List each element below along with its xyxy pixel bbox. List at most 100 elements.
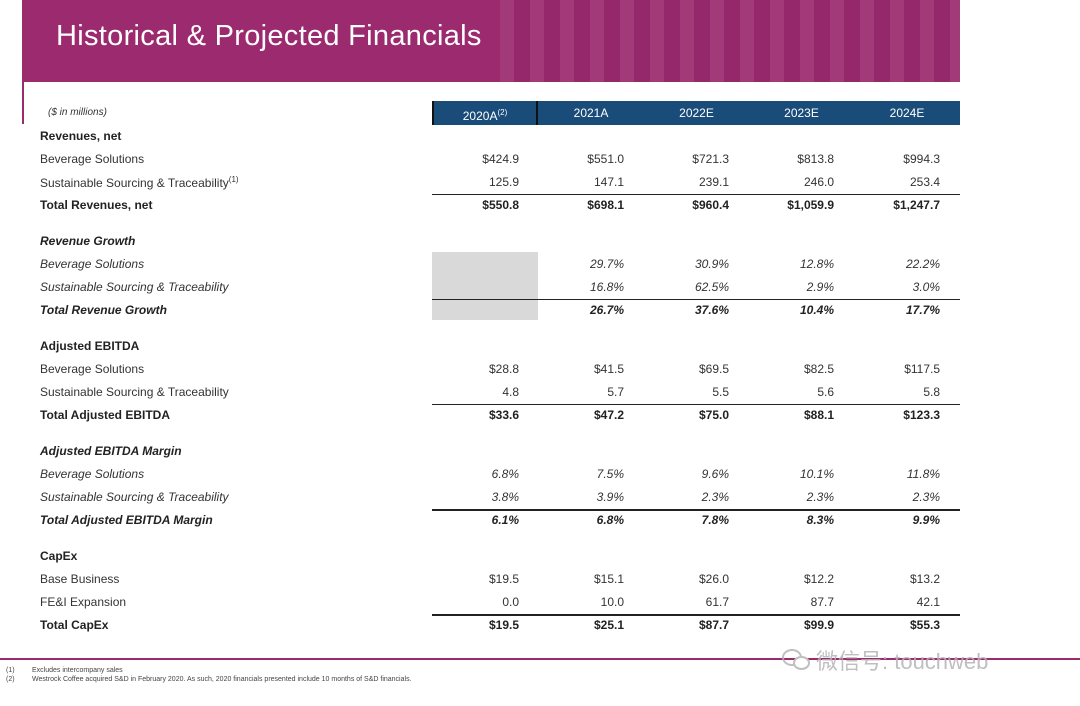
cell-2022e: $75.0	[698, 408, 729, 422]
cell-2023e: 87.7	[810, 595, 834, 609]
cell-2020a: $28.8	[488, 362, 519, 376]
row-label-text: Base Business	[40, 572, 120, 586]
cell-2023e: $82.5	[803, 362, 834, 376]
cell-2021a: 5.7	[607, 385, 624, 399]
cell-2024e: $55.3	[909, 618, 940, 632]
column-header-2022e: 2022E	[644, 101, 749, 125]
cell-2023e: 246.0	[803, 175, 834, 189]
cell-2022e: 37.6%	[694, 303, 729, 317]
cell-2023e: $88.1	[803, 408, 834, 422]
cell-2022e: $721.3	[692, 152, 729, 166]
cell-2020a: 0.0	[502, 595, 519, 609]
cell-2024e: $1,247.7	[893, 198, 940, 212]
row-label-text: Beverage Solutions	[40, 362, 145, 376]
cell-2022e: 2.3%	[701, 490, 729, 504]
cell-2020a: 4.8	[502, 385, 519, 399]
row-label-text: Total Adjusted EBITDA	[40, 408, 170, 422]
cell-2024e: 22.2%	[905, 257, 940, 271]
table-row: Sustainable Sourcing & Traceability 3.8% 3…	[40, 488, 960, 508]
row-label: Base Business	[40, 572, 119, 586]
cell-2021a: 3.9%	[596, 490, 624, 504]
cell-2020a: 6.8%	[491, 467, 519, 481]
cell-2022e: 30.9%	[694, 257, 729, 271]
total-rule	[432, 614, 960, 616]
cell-2020a: $424.9	[482, 152, 519, 166]
footer-rule	[0, 658, 1080, 660]
cell-2020a: 3.8%	[491, 490, 519, 504]
cell-2024e: 17.7%	[905, 303, 940, 317]
cell-2024e: 2.3%	[912, 490, 940, 504]
table-row: Base Business $19.5 $15.1 $26.0 $12.2 $13.2	[40, 570, 960, 590]
cell-2023e: 10.1%	[799, 467, 834, 481]
section-title: Adjusted EBITDA	[40, 337, 960, 357]
row-label: Sustainable Sourcing & Traceability	[40, 490, 229, 504]
cell-2024e: 253.4	[909, 175, 940, 189]
cell-2024e: 3.0%	[912, 280, 940, 294]
cell-2023e: 5.6	[817, 385, 834, 399]
column-header-2021a: 2021A	[538, 101, 644, 125]
row-label: Total Adjusted EBITDA	[40, 408, 170, 422]
row-label: Revenue Growth	[40, 234, 135, 248]
cell-2022e: 5.5	[712, 385, 729, 399]
wechat-icon	[782, 647, 812, 673]
cell-2024e: 9.9%	[912, 513, 940, 527]
footnote-1: (1) Excludes intercompany sales	[6, 667, 123, 674]
banner-pattern	[500, 0, 960, 82]
column-header-label: 2021A	[573, 106, 609, 120]
row-label-text: Sustainable Sourcing & Traceability	[40, 490, 229, 504]
cell-2023e: 2.3%	[806, 490, 834, 504]
footnote-2: (2) Westrock Coffee acquired S&D in Febru…	[6, 676, 412, 683]
total-rule	[432, 299, 960, 300]
table-row: Beverage Solutions 29.7% 30.9% 12.8% 22.2%	[40, 255, 960, 275]
cell-2021a: 6.8%	[596, 513, 624, 527]
cell-2020a: 6.1%	[491, 513, 519, 527]
footnote-number: (2)	[6, 676, 15, 683]
cell-2023e: $99.9	[803, 618, 834, 632]
cell-2021a: $47.2	[593, 408, 624, 422]
row-label-text: Total Adjusted EBITDA Margin	[40, 513, 213, 527]
row-label-text: Sustainable Sourcing & Traceability	[40, 176, 229, 190]
page-title: Historical & Projected Financials	[56, 20, 482, 52]
row-label: Total CapEx	[40, 618, 108, 632]
footnote-text: Westrock Coffee acquired S&D in February…	[32, 676, 412, 683]
section-title: Adjusted EBITDA Margin	[40, 442, 960, 462]
cell-2022e: 62.5%	[694, 280, 729, 294]
cell-2024e: $117.5	[904, 362, 940, 376]
cell-2022e: 7.8%	[701, 513, 729, 527]
cell-2021a: 29.7%	[589, 257, 624, 271]
cell-2024e: 11.8%	[906, 467, 940, 481]
cell-2023e: 2.9%	[806, 280, 834, 294]
cell-2020a: $550.8	[482, 198, 519, 212]
cell-2022e: 61.7	[705, 595, 729, 609]
section-title: Revenue Growth	[40, 232, 960, 252]
cell-2024e: $994.3	[903, 152, 940, 166]
row-label: Sustainable Sourcing & Traceability	[40, 280, 229, 294]
cell-2021a: 16.8%	[589, 280, 624, 294]
cell-2022e: $960.4	[692, 198, 729, 212]
cell-2023e: 10.4%	[799, 303, 834, 317]
row-label: Revenues, net	[40, 129, 121, 143]
cell-2020a: $19.5	[488, 618, 519, 632]
watermark-text: 微信号: touchweb	[816, 649, 989, 674]
row-label-text: CapEx	[40, 549, 78, 563]
footnote-ref: (1)	[228, 175, 239, 184]
cell-2023e: $12.2	[803, 572, 834, 586]
cell-2021a: $41.5	[593, 362, 624, 376]
cell-2023e: 12.8%	[799, 257, 834, 271]
row-label-text: Revenue Growth	[40, 234, 136, 248]
banner-accent-rule	[22, 82, 24, 124]
table-row: Sustainable Sourcing & Traceability 16.8%…	[40, 278, 960, 298]
cell-2020a: 125.9	[488, 175, 519, 189]
total-row: Total Revenues, net $550.8 $698.1 $960.4 $1,…	[40, 196, 960, 216]
total-row: Total CapEx $19.5 $25.1 $87.7 $99.9 $55.3	[40, 616, 960, 636]
column-header-2020a: 2020A(2)	[432, 101, 538, 125]
column-header-2023e: 2023E	[749, 101, 854, 125]
row-label: Total Revenues, net	[40, 198, 152, 212]
cell-2021a: $25.1	[593, 618, 624, 632]
row-label-text: Adjusted EBITDA	[40, 339, 140, 353]
row-label-text: Beverage Solutions	[40, 152, 145, 166]
table-row: FE&I Expansion 0.0 10.0 61.7 87.7 42.1	[40, 593, 960, 613]
cell-2021a: 26.7%	[589, 303, 624, 317]
total-rule	[432, 194, 960, 195]
table-row: Beverage Solutions $424.9 $551.0 $721.3 $813…	[40, 150, 960, 170]
